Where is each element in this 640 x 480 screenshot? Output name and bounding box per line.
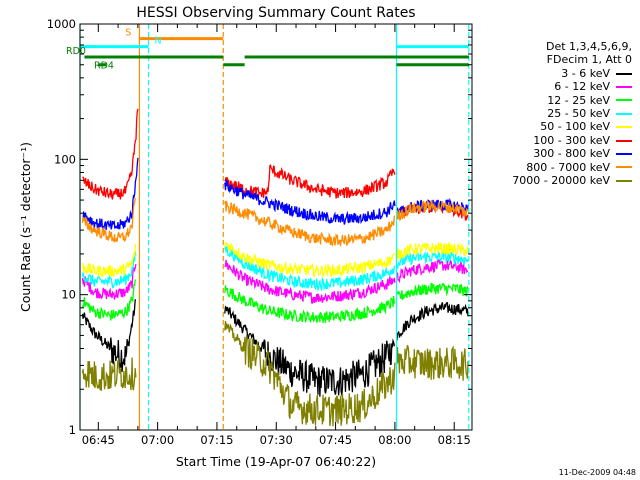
y-tick-label: 100 — [54, 152, 76, 166]
series-line-segment — [81, 357, 137, 391]
x-tick-label: 06:45 — [82, 433, 115, 447]
flag-label: N — [155, 36, 162, 47]
legend-entry: 800 - 7000 keV — [488, 161, 632, 174]
series-line-segment — [81, 251, 137, 289]
series-7000-20000-kev — [81, 320, 469, 427]
series-line-segment — [396, 345, 469, 381]
generation-timestamp: 11-Dec-2009 04:48 — [558, 468, 636, 477]
series-12-25-kev — [81, 279, 469, 323]
legend-swatch — [616, 179, 632, 182]
legend-swatch — [616, 72, 632, 75]
y-tick-label: 1 — [69, 423, 76, 437]
legend-swatch — [616, 139, 632, 142]
series-line-segment — [81, 243, 137, 279]
legend-swatch — [616, 152, 632, 155]
y-tick-label: 10 — [61, 288, 76, 302]
series-line-segment — [81, 299, 137, 372]
y-axis-label: Count Rate (s⁻¹ detector⁻¹) — [18, 142, 33, 312]
series-6-12-kev — [81, 258, 469, 304]
legend-entry: 3 - 6 keV — [488, 67, 632, 80]
legend-entry: 300 - 800 keV — [488, 147, 632, 160]
flag-label: S — [125, 28, 131, 39]
chart-title: HESSI Observing Summary Count Rates — [136, 5, 415, 21]
series-line-segment — [396, 258, 469, 284]
legend-swatch — [616, 126, 632, 129]
series-line-segment — [224, 285, 396, 323]
x-axis-label: Start Time (19-Apr-07 06:40:22) — [176, 454, 376, 469]
x-tick-label: 08:15 — [438, 433, 471, 447]
series-50-100-kev — [81, 241, 469, 279]
flag-label: RD4 — [94, 61, 114, 72]
series-800-7000-kev — [81, 197, 469, 247]
legend: Det 1,3,4,5,6,9, FDecim 1, Att 0 3 - 6 k… — [488, 40, 632, 187]
legend-entry: 50 - 100 keV — [488, 120, 632, 133]
x-tick-label: 07:15 — [200, 433, 233, 447]
legend-entry-label: 6 - 12 keV — [554, 80, 610, 94]
series-line-segment — [82, 108, 139, 200]
series-line-segment — [224, 259, 396, 304]
series-line-segment — [396, 198, 469, 222]
series-line-segment — [224, 241, 396, 279]
series-line-segment — [82, 157, 139, 231]
series-line-segment — [224, 305, 396, 397]
x-tick-label: 07:45 — [319, 433, 352, 447]
series-line-segment — [224, 164, 396, 199]
flag-label: RD0 — [66, 46, 86, 57]
series-3-6-kev — [81, 299, 469, 397]
plot-area: S N RD0 RD4 — [66, 24, 470, 430]
series-25-50-kev — [81, 245, 469, 293]
legend-entry: 12 - 25 keV — [488, 94, 632, 107]
series-line-segment — [396, 282, 469, 300]
x-tick-label: 08:00 — [378, 433, 411, 447]
series-300-800-kev — [82, 157, 469, 231]
legend-entry-label: 50 - 100 keV — [540, 120, 610, 134]
series-line-segment — [81, 279, 136, 321]
legend-entry-label: 800 - 7000 keV — [526, 160, 610, 174]
axis-ticks: 06:45 07:00 07:15 07:30 07:45 08:00 08:15 1 10 10… — [47, 17, 472, 447]
series-line-segment — [81, 197, 137, 244]
legend-entry-label: 3 - 6 keV — [561, 66, 610, 80]
series-line-segment — [224, 200, 395, 247]
x-tick-label: 07:30 — [260, 433, 293, 447]
legend-entry: 25 - 50 keV — [488, 107, 632, 120]
legend-entry-label: 300 - 800 keV — [533, 147, 610, 161]
legend-swatch — [616, 85, 632, 88]
legend-swatch — [616, 112, 632, 115]
legend-entry: 7000 - 20000 keV — [488, 174, 632, 187]
series-line-segment — [81, 263, 137, 300]
legend-entry: 100 - 300 keV — [488, 134, 632, 147]
legend-header-line-2: FDecim 1, Att 0 — [546, 53, 632, 67]
legend-entry-label: 25 - 50 keV — [547, 107, 610, 121]
series-line-segment — [224, 179, 396, 225]
series-line-segment — [224, 320, 396, 427]
series-line-segment — [396, 242, 469, 260]
legend-entry-label: 100 - 300 keV — [533, 133, 610, 147]
series-line-segment — [396, 302, 469, 341]
legend-entry-label: 12 - 25 keV — [547, 93, 610, 107]
series-line-segment — [224, 245, 396, 293]
legend-entry: 6 - 12 keV — [488, 80, 632, 93]
legend-entries: 3 - 6 keV 6 - 12 keV 12 - 25 keV 25 - 50 ke… — [488, 67, 632, 188]
legend-header-line-1: Det 1,3,4,5,6,9, — [545, 40, 632, 53]
legend-entry-label: 7000 - 20000 keV — [512, 174, 610, 188]
x-tick-label: 07:00 — [141, 433, 174, 447]
legend-swatch — [616, 99, 632, 102]
legend-swatch — [616, 166, 632, 169]
y-tick-label: 1000 — [47, 17, 76, 31]
series-line-segment — [396, 249, 469, 270]
